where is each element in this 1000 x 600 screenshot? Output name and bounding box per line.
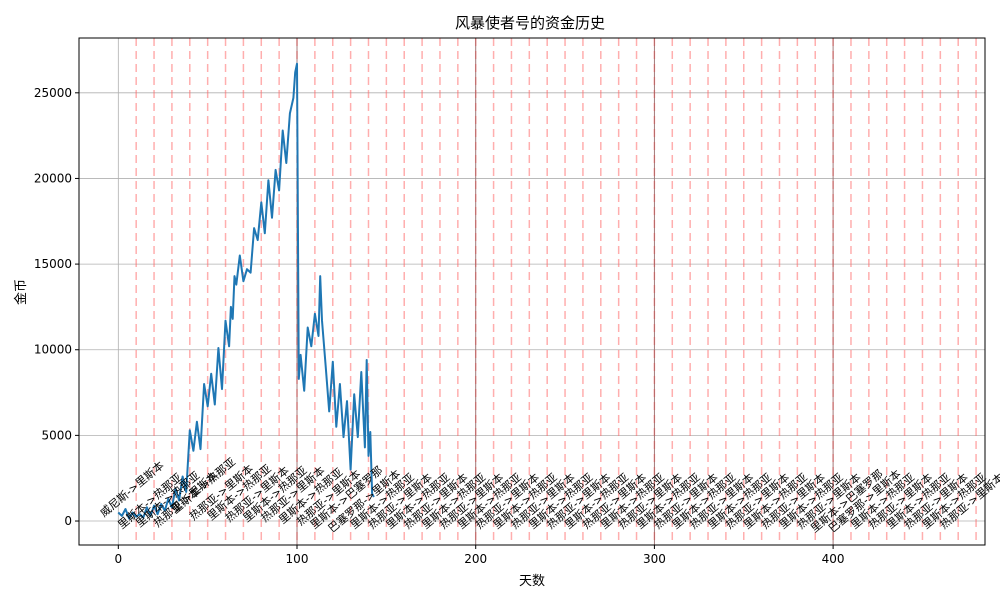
x-axis-ticks: 0 100 200 300 400 (114, 545, 845, 566)
y-axis-ticks: 0 5000 10000 15000 20000 25000 (34, 86, 79, 528)
x-tick-label-0: 0 (114, 552, 122, 566)
x-axis-label: 天数 (519, 574, 545, 589)
fund-series-line (117, 62, 375, 520)
y-tick-label-5: 25000 (34, 86, 72, 100)
y-tick-label-2: 10000 (34, 343, 72, 357)
plot-frame (78, 37, 986, 546)
x-tick-label-1: 100 (286, 552, 309, 566)
x-tick-label-4: 400 (822, 552, 845, 566)
x-tick-label-3: 300 (643, 552, 666, 566)
chart-title: 风暴使者号的资金历史 (455, 14, 605, 32)
y-axis-label: 金币 (13, 279, 29, 305)
y-tick-label-4: 20000 (34, 171, 72, 185)
voyage-annotations: 威尼斯->里斯本里斯本->热那亚里斯本->热那亚热那亚->里斯本里斯本->热那亚… (97, 455, 1000, 536)
y-tick-label-3: 15000 (34, 257, 72, 271)
y-tick-label-1: 5000 (41, 428, 72, 442)
x-tick-label-2: 200 (464, 552, 487, 566)
voyage-marker-lines (135, 38, 977, 545)
y-tick-label-0: 0 (64, 514, 72, 528)
horizontal-grid (79, 92, 985, 522)
